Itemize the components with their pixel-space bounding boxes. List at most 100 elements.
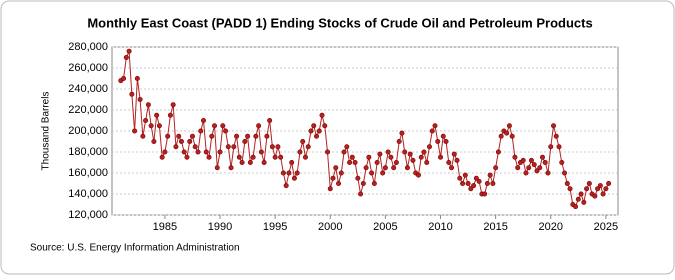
point — [391, 165, 397, 171]
source: Source: U.S. Energy Information Administ… — [30, 243, 240, 254]
point — [534, 168, 540, 174]
point — [526, 165, 532, 171]
point — [468, 186, 474, 192]
point — [272, 154, 278, 160]
point — [424, 160, 430, 166]
point — [523, 170, 529, 176]
point — [291, 175, 297, 181]
y-tick-label: 120,000 — [68, 209, 108, 221]
point — [294, 170, 300, 176]
point — [239, 160, 245, 166]
y-tick-label: 260,000 — [68, 62, 108, 74]
point — [234, 133, 240, 139]
point — [148, 123, 154, 129]
point — [446, 160, 452, 166]
y-tick-label: 280,000 — [68, 41, 108, 53]
point — [178, 139, 184, 145]
point — [212, 123, 218, 129]
point — [311, 123, 317, 129]
point — [129, 91, 135, 97]
point — [189, 133, 195, 139]
y-axis-label: Thousand Barrels — [41, 92, 52, 171]
point — [236, 154, 242, 160]
point — [198, 128, 204, 134]
point — [578, 191, 584, 197]
point — [559, 160, 565, 166]
point — [388, 154, 394, 160]
point — [319, 112, 325, 118]
point — [165, 133, 171, 139]
y-tick-label: 220,000 — [68, 104, 108, 116]
point — [440, 133, 446, 139]
y-tick-label: 180,000 — [68, 146, 108, 158]
point — [247, 160, 253, 166]
point — [564, 181, 570, 187]
point — [393, 160, 399, 166]
point — [140, 133, 146, 139]
point — [352, 160, 358, 166]
point — [415, 172, 421, 178]
point — [223, 128, 229, 134]
y-tick-label: 240,000 — [68, 83, 108, 95]
point — [506, 123, 512, 129]
point — [454, 157, 460, 163]
point — [360, 181, 366, 187]
point — [457, 175, 463, 181]
point — [187, 139, 193, 145]
point — [421, 149, 427, 155]
x-tick-label: 1985 — [153, 221, 177, 233]
point — [575, 196, 581, 202]
point — [126, 48, 132, 54]
point — [154, 112, 160, 118]
point — [366, 154, 372, 160]
point — [606, 181, 612, 187]
point — [449, 165, 455, 171]
point — [253, 133, 259, 139]
point — [275, 144, 281, 150]
point — [333, 165, 339, 171]
point — [465, 181, 471, 187]
point — [556, 144, 562, 150]
point — [363, 165, 369, 171]
point — [206, 154, 212, 160]
point — [145, 102, 151, 108]
point — [438, 154, 444, 160]
point — [515, 165, 521, 171]
point — [344, 144, 350, 150]
y-tick-label: 200,000 — [68, 125, 108, 137]
point — [498, 133, 504, 139]
point — [473, 175, 479, 181]
point — [355, 175, 361, 181]
point — [402, 149, 408, 155]
point — [167, 112, 173, 118]
point — [407, 151, 413, 157]
point — [228, 165, 234, 171]
point — [123, 54, 129, 60]
point — [283, 183, 289, 189]
x-tick-label: 1995 — [263, 221, 287, 233]
point — [192, 144, 198, 150]
point — [250, 154, 256, 160]
point — [426, 144, 432, 150]
series-line — [120, 50, 610, 208]
x-tick-label: 2025 — [594, 221, 618, 233]
point — [581, 199, 587, 205]
point — [369, 170, 375, 176]
point — [181, 149, 187, 155]
point — [435, 139, 441, 145]
point — [322, 123, 328, 129]
x-tick-label: 1990 — [208, 221, 232, 233]
point — [462, 172, 468, 178]
point — [278, 154, 284, 160]
point — [460, 181, 466, 187]
point — [490, 181, 496, 187]
point — [495, 149, 501, 155]
x-tick-label: 2000 — [318, 221, 342, 233]
point — [214, 165, 220, 171]
point — [531, 162, 537, 168]
point — [595, 186, 601, 192]
point — [195, 149, 201, 155]
point — [170, 102, 176, 108]
point — [313, 133, 319, 139]
point — [325, 149, 331, 155]
